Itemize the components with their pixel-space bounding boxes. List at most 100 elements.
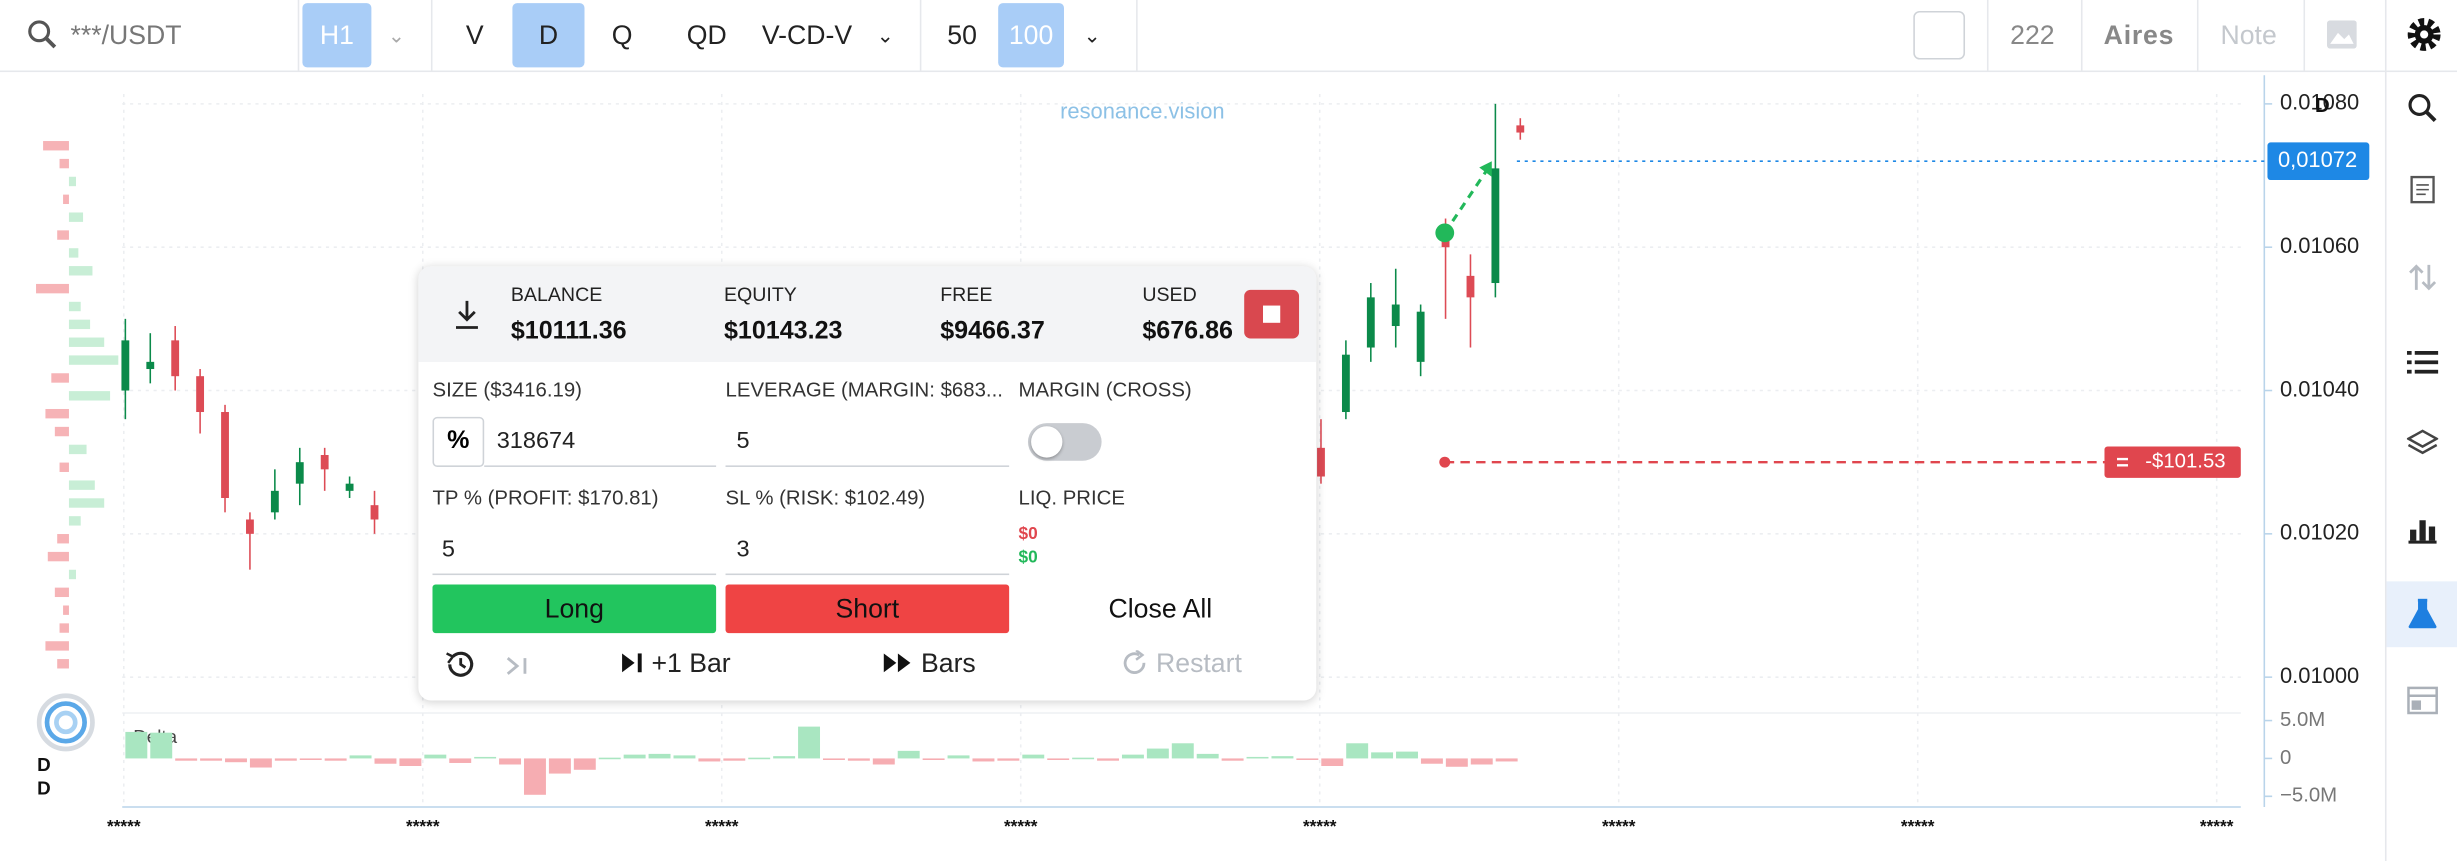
margin-toggle[interactable] (1027, 423, 1102, 461)
field-label: LEVERAGE (MARGIN: $683... (725, 377, 1003, 402)
delta-bar (1022, 754, 1045, 759)
delta-bar (673, 755, 696, 759)
chevron[interactable]: ⌄ (1083, 23, 1101, 48)
search-tool[interactable] (2407, 92, 2438, 123)
close-all-button[interactable]: Close All (1108, 593, 1213, 624)
short-button[interactable]: Short (725, 584, 1010, 634)
candle-body (1466, 275, 1475, 298)
delta-bar (1321, 758, 1344, 767)
download-button[interactable] (453, 299, 481, 330)
delta-bar (773, 756, 796, 759)
layers-tool[interactable] (2406, 428, 2439, 459)
candle-body (1366, 297, 1375, 348)
volume-bar (68, 319, 91, 330)
view-button[interactable]: Q (611, 20, 633, 51)
delta-bar (1047, 758, 1070, 760)
candle-body (171, 340, 180, 377)
delta-bar (648, 753, 671, 759)
delta-bar (872, 758, 895, 765)
stat-value: $676.86 (1142, 318, 1233, 345)
step-back-button[interactable] (505, 657, 530, 676)
interval-button[interactable]: H1 (302, 3, 372, 68)
x-tick-label: ***** (107, 816, 141, 836)
candle-body (1391, 304, 1400, 327)
layout-select[interactable]: V-CD-V (761, 20, 853, 51)
long-button[interactable]: Long (432, 584, 717, 634)
delta-bar (1246, 756, 1269, 759)
stat-label: BALANCE (510, 283, 603, 306)
checkbox[interactable] (1913, 10, 1966, 60)
candle-body (1441, 240, 1450, 248)
candle-body (1317, 447, 1325, 477)
step-button[interactable]: +1 Bar (621, 649, 731, 680)
delta-bar (150, 732, 173, 759)
delta-bar (698, 758, 721, 762)
table-tool[interactable] (2407, 686, 2438, 715)
delta-tick-label: −5.0M (2280, 785, 2337, 807)
image-icon[interactable] (2326, 20, 2357, 49)
search-icon (28, 20, 57, 49)
view-button[interactable]: V (465, 20, 484, 51)
candle-body (1491, 168, 1500, 284)
list-tool[interactable] (2406, 349, 2439, 374)
delta-bar (249, 758, 272, 768)
x-tick-label: ***** (1901, 816, 1935, 836)
transfer-tool[interactable] (2407, 262, 2438, 293)
corner-mark: D (37, 778, 51, 799)
volume-bar (59, 158, 69, 169)
separator (919, 0, 922, 71)
delta-bar (524, 758, 546, 795)
corner-mark: D (2315, 95, 2330, 117)
leverage-input[interactable]: 5 (736, 427, 750, 455)
settings-icon[interactable] (2407, 17, 2441, 51)
x-tick-label: ***** (1303, 816, 1337, 836)
notes-tool[interactable] (2410, 175, 2435, 204)
count-button[interactable]: 50 (947, 20, 977, 51)
pnl-label: -$101.53 (2145, 451, 2225, 473)
volume-bar (68, 301, 81, 312)
tp-input[interactable]: 5 (441, 535, 455, 563)
sl-input[interactable]: 3 (736, 535, 750, 563)
chevron[interactable]: ⌄ (387, 23, 405, 48)
last-price-box (2267, 142, 2370, 181)
y-tick-label: 0.01040 (2280, 376, 2359, 401)
x-tick-label: ***** (1004, 816, 1038, 836)
separator (2196, 0, 2199, 71)
candle-body (221, 412, 229, 499)
delta-bar (349, 755, 372, 759)
candle-body (146, 361, 155, 370)
count-button[interactable]: 100 (998, 3, 1064, 68)
stat-value: $10143.23 (723, 318, 843, 345)
delta-bar (1271, 756, 1294, 759)
note-button[interactable]: Note (2220, 20, 2277, 51)
view-button[interactable]: D (512, 3, 585, 68)
delta-bar (1396, 751, 1418, 759)
lab-tool[interactable] (2407, 598, 2438, 630)
history-button[interactable] (443, 649, 476, 680)
volume-bar (68, 176, 76, 187)
volume-bar (57, 230, 69, 240)
size-input[interactable]: 318674 (496, 427, 576, 455)
input-underline (725, 465, 1010, 467)
volume-bar (68, 391, 111, 401)
chevron[interactable]: ⌄ (876, 23, 894, 48)
stop-button[interactable] (1244, 289, 1300, 339)
delta-bar (324, 758, 347, 761)
play-button[interactable]: Bars (882, 649, 976, 680)
stats-tool[interactable] (2408, 517, 2437, 544)
delta-bar (449, 758, 472, 763)
volume-bar (68, 212, 84, 222)
symbol-input[interactable]: ***/USDT (70, 20, 182, 51)
counter: 222 (2010, 20, 2055, 51)
unit-toggle[interactable]: % (432, 416, 485, 467)
restart-button[interactable]: Restart (1122, 649, 1242, 680)
delta-bar (748, 757, 771, 760)
field-label: TP % (PROFIT: $170.81) (432, 485, 659, 510)
user-button[interactable]: Aires (2103, 20, 2175, 51)
delta-bar (847, 758, 870, 761)
volume-bar (57, 534, 69, 544)
view-button[interactable]: QD (686, 20, 727, 51)
separator (2080, 0, 2083, 71)
volume-bar (68, 337, 105, 347)
entry-marker (1435, 223, 1455, 243)
